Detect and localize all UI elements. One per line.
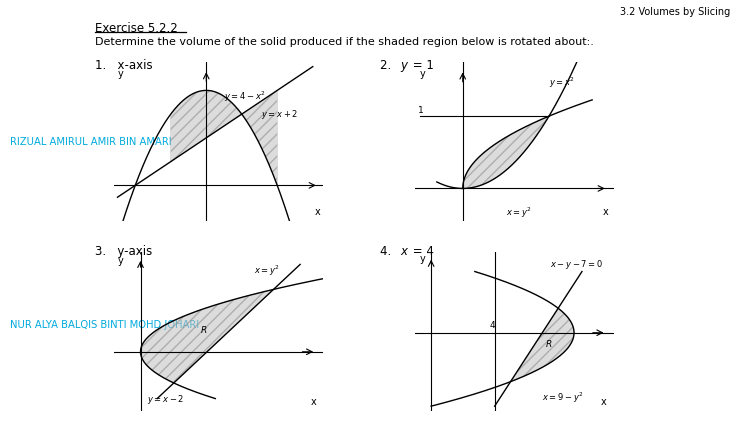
Text: y: y bbox=[419, 254, 425, 263]
Text: y: y bbox=[118, 69, 124, 79]
Text: x: x bbox=[315, 207, 321, 217]
Text: 3.2 Volumes by Slicing: 3.2 Volumes by Slicing bbox=[620, 7, 730, 17]
Text: 1: 1 bbox=[418, 106, 423, 115]
Text: x: x bbox=[311, 397, 316, 407]
Text: $y=4-x^2$: $y=4-x^2$ bbox=[224, 89, 265, 104]
Text: 4.: 4. bbox=[380, 245, 403, 258]
Text: y: y bbox=[400, 59, 407, 72]
Text: $y=x+2$: $y=x+2$ bbox=[261, 107, 298, 121]
Text: $x=y^2$: $x=y^2$ bbox=[254, 263, 279, 278]
Text: 1.   x-axis: 1. x-axis bbox=[95, 59, 153, 72]
Text: $x=y^2$: $x=y^2$ bbox=[506, 206, 532, 220]
Text: $y=x^2$: $y=x^2$ bbox=[549, 75, 575, 90]
Text: R: R bbox=[201, 326, 207, 335]
Text: y: y bbox=[118, 256, 124, 266]
Text: $x=9-y^2$: $x=9-y^2$ bbox=[542, 391, 584, 405]
Text: x: x bbox=[601, 397, 606, 407]
Text: RIZUAL AMIRUL AMIR BIN AMARI: RIZUAL AMIRUL AMIR BIN AMARI bbox=[10, 137, 172, 147]
Text: R: R bbox=[545, 340, 552, 350]
Text: Exercise 5.2.2: Exercise 5.2.2 bbox=[95, 22, 178, 35]
Text: = 1: = 1 bbox=[409, 59, 434, 72]
Text: x: x bbox=[400, 245, 407, 258]
Text: $y=x-2$: $y=x-2$ bbox=[147, 392, 184, 406]
Text: $x-y-7=0$: $x-y-7=0$ bbox=[551, 258, 603, 271]
Text: 2.: 2. bbox=[380, 59, 403, 72]
Text: y: y bbox=[419, 69, 425, 79]
Text: 3.   y-axis: 3. y-axis bbox=[95, 245, 152, 258]
Text: NUR ALYA BALQIS BINTI MOHD JOHARI: NUR ALYA BALQIS BINTI MOHD JOHARI bbox=[10, 320, 199, 330]
Text: = 4: = 4 bbox=[409, 245, 434, 258]
Text: 4: 4 bbox=[490, 321, 495, 330]
Text: Determine the volume of the solid produced if the shaded region below is rotated: Determine the volume of the solid produc… bbox=[95, 37, 594, 47]
Text: x: x bbox=[603, 207, 609, 217]
